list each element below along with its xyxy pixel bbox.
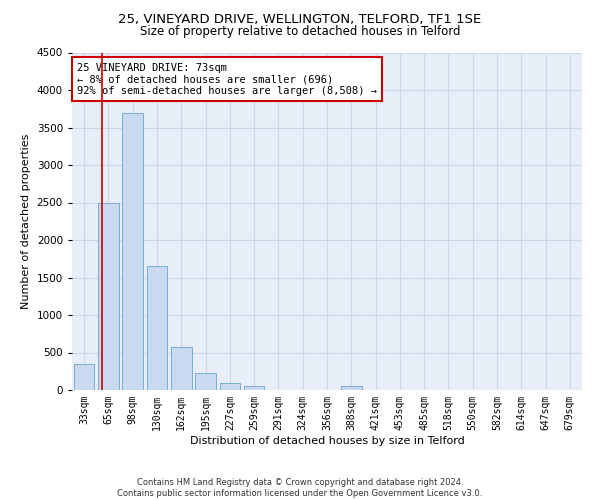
X-axis label: Distribution of detached houses by size in Telford: Distribution of detached houses by size … — [190, 436, 464, 446]
Bar — [98, 202, 119, 390]
Text: Contains HM Land Registry data © Crown copyright and database right 2024.
Contai: Contains HM Land Registry data © Crown c… — [118, 478, 482, 498]
Y-axis label: Number of detached properties: Number of detached properties — [21, 134, 31, 309]
Bar — [122, 112, 143, 390]
Bar — [220, 382, 240, 390]
Bar — [74, 364, 94, 390]
Bar — [171, 346, 191, 390]
Text: Size of property relative to detached houses in Telford: Size of property relative to detached ho… — [140, 25, 460, 38]
Text: 25 VINEYARD DRIVE: 73sqm
← 8% of detached houses are smaller (696)
92% of semi-d: 25 VINEYARD DRIVE: 73sqm ← 8% of detache… — [77, 62, 377, 96]
Text: 25, VINEYARD DRIVE, WELLINGTON, TELFORD, TF1 1SE: 25, VINEYARD DRIVE, WELLINGTON, TELFORD,… — [118, 12, 482, 26]
Bar — [244, 386, 265, 390]
Bar — [146, 266, 167, 390]
Bar — [341, 386, 362, 390]
Bar — [195, 373, 216, 390]
